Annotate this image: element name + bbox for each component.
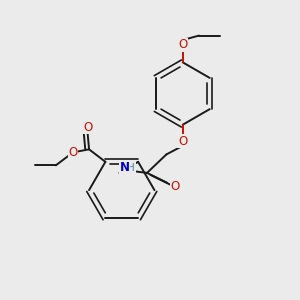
Text: O: O	[178, 135, 187, 148]
Text: O: O	[83, 121, 92, 134]
Text: H: H	[128, 163, 135, 173]
Text: N: N	[119, 161, 129, 174]
Text: O: O	[170, 180, 180, 193]
Text: O: O	[178, 38, 187, 51]
Text: O: O	[68, 146, 78, 159]
